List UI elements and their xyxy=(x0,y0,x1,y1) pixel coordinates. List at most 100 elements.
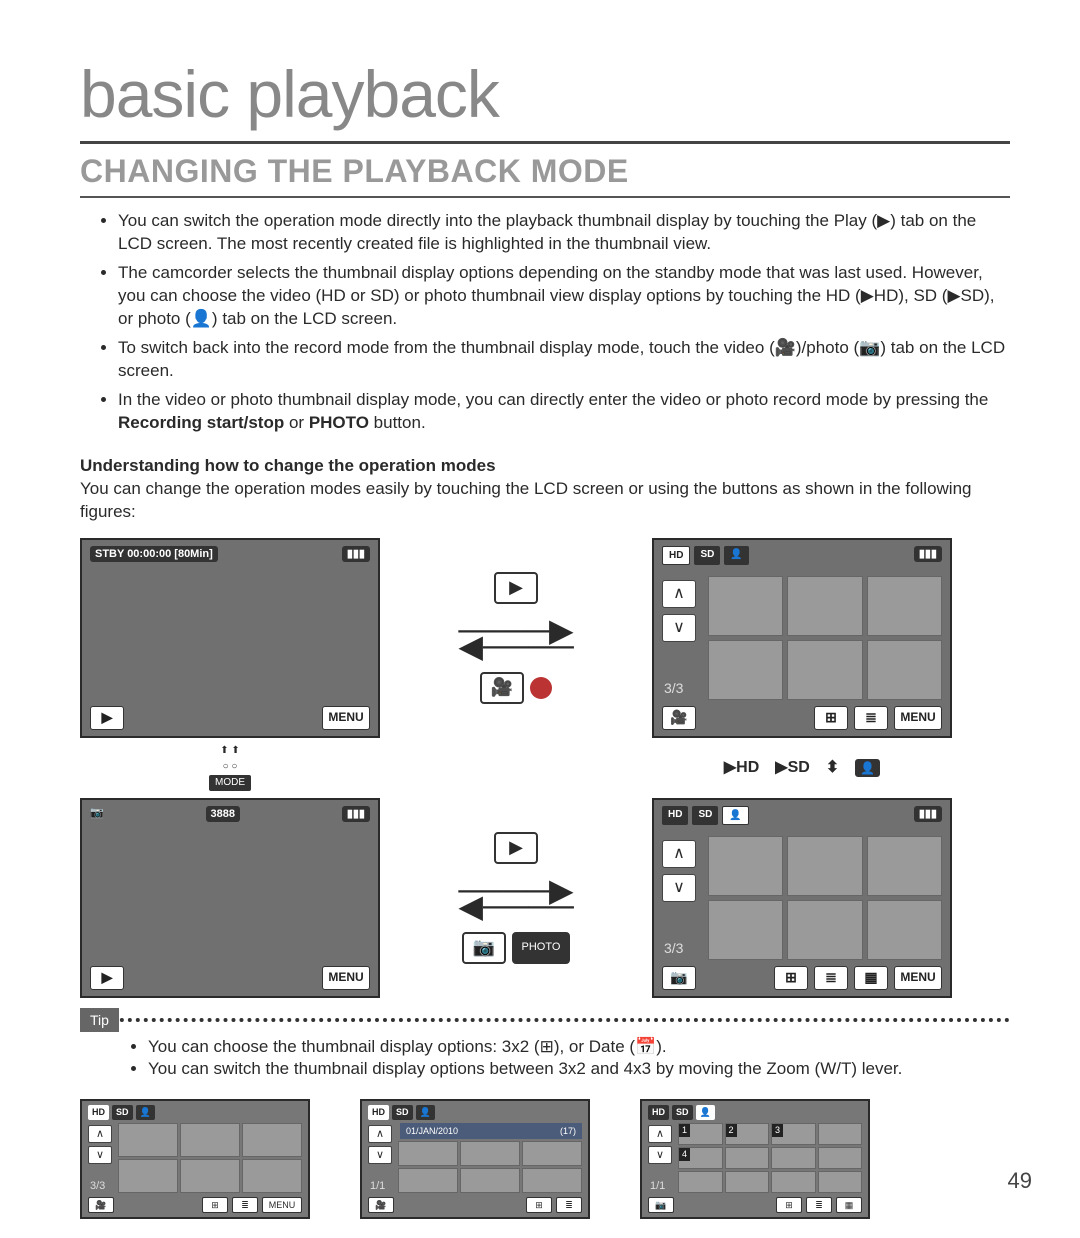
grid-icon[interactable]: ⊞ xyxy=(526,1197,552,1213)
nav-up[interactable]: ∧ xyxy=(662,580,696,608)
video-tab[interactable]: 🎥 xyxy=(88,1197,114,1213)
video-tab-frame[interactable]: 🎥 xyxy=(480,672,524,704)
lcd-photo-thumbnail: HD SD 👤 ▮▮▮ ∧ ∨ 3/3 📷 ⊞ ≣ ▦ MENU xyxy=(652,798,952,998)
tip-section: Tip You can choose the thumbnail display… xyxy=(80,1018,1010,1082)
mini-4x3: HDSD👤 ∧∨ 123 4 1/1 📷⊞≣▦ xyxy=(640,1099,870,1219)
nav-up[interactable]: ∧ xyxy=(662,840,696,868)
understanding-text: You can change the operation modes easil… xyxy=(80,478,1010,524)
tab-hd[interactable]: HD xyxy=(88,1105,109,1119)
date-count: (17) xyxy=(560,1125,576,1137)
video-tab[interactable]: 🎥 xyxy=(662,706,696,730)
battery-icon: ▮▮▮ xyxy=(914,806,942,823)
page-number: 49 xyxy=(1008,1166,1032,1196)
bullet: To switch back into the record mode from… xyxy=(118,337,1010,383)
bullet: You can switch the operation mode direct… xyxy=(118,210,1010,256)
mini-3x2: HDSD👤 ∧ ∨ 3/3 🎥 ⊞≣MENU xyxy=(80,1099,310,1219)
thumb[interactable] xyxy=(708,576,783,636)
photo-label: 👤 xyxy=(855,759,880,777)
tab-photo[interactable]: 👤 xyxy=(416,1105,435,1119)
grid-icon[interactable]: ⊞ xyxy=(776,1197,802,1213)
hd-label: ▶HD xyxy=(724,757,759,779)
bullet: The camcorder selects the thumbnail disp… xyxy=(118,262,1010,331)
play-tab[interactable]: ▶ xyxy=(90,706,124,730)
tip-item: You can choose the thumbnail display opt… xyxy=(148,1036,1010,1059)
tab-hd[interactable]: HD xyxy=(648,1105,669,1119)
tab-photo[interactable]: 👤 xyxy=(696,1105,715,1119)
thumb[interactable] xyxy=(867,640,942,700)
thumb[interactable] xyxy=(787,640,862,700)
video-tab[interactable]: 🎥 xyxy=(368,1197,394,1213)
menu-button[interactable]: MENU xyxy=(322,966,370,990)
osd-status: STBY 00:00:00 [80Min] xyxy=(90,546,218,563)
play-tab-frame[interactable]: ▶ xyxy=(494,572,538,604)
play-tab-frame[interactable]: ▶ xyxy=(494,832,538,864)
slideshow-icon[interactable]: ▦ xyxy=(836,1197,862,1213)
nav-up[interactable]: ∧ xyxy=(88,1125,112,1143)
thumb[interactable] xyxy=(708,640,783,700)
menu-button[interactable]: MENU xyxy=(894,966,942,990)
remaining-count: 3888 xyxy=(206,806,240,823)
tip-label: Tip xyxy=(80,1008,119,1033)
right-mode-tabs: ▶HD ▶SD ⬍ 👤 xyxy=(652,744,952,792)
photo-tab[interactable]: 📷 xyxy=(662,966,696,990)
thumb[interactable] xyxy=(867,836,942,896)
thumb[interactable] xyxy=(867,576,942,636)
transition-arrows-bottom: ▶ ────▶◀──── 📷 PHOTO xyxy=(416,798,616,998)
nav-down[interactable]: ∨ xyxy=(662,614,696,642)
photo-button[interactable]: PHOTO xyxy=(512,932,570,964)
understanding-heading: Understanding how to change the operatio… xyxy=(80,455,1010,478)
nav-down[interactable]: ∨ xyxy=(648,1146,672,1164)
figure-grid: STBY 00:00:00 [80Min] ▮▮▮ ▶ MENU ▶ ────▶… xyxy=(80,538,1010,998)
sd-label: ▶SD xyxy=(775,757,810,779)
lcd-photo-record: 📷 3888 ▮▮▮ ▶ MENU xyxy=(80,798,380,998)
menu-button[interactable]: MENU xyxy=(894,706,942,730)
date-view-icon[interactable]: ≣ xyxy=(854,706,888,730)
tab-sd[interactable]: SD xyxy=(392,1105,413,1119)
grid-icon[interactable]: ⊞ xyxy=(202,1197,228,1213)
photo-tab[interactable]: 📷 xyxy=(648,1197,674,1213)
mode-switch-icon: ⬆ ⬆○ ○MODE xyxy=(80,744,380,792)
date-icon[interactable]: ≣ xyxy=(806,1197,832,1213)
page-counter: 3/3 xyxy=(664,679,683,698)
play-tab[interactable]: ▶ xyxy=(90,966,124,990)
mini-examples: HDSD👤 ∧∨ 3/3 🎥⊞≣MENU HDSD👤 ∧∨ 01/JAN/201… xyxy=(80,1099,1010,1219)
date-view-icon[interactable]: ≣ xyxy=(814,966,848,990)
grid-3x2-icon[interactable]: ⊞ xyxy=(774,966,808,990)
grid-3x2-icon[interactable]: ⊞ xyxy=(814,706,848,730)
record-dot-icon xyxy=(530,677,552,699)
tab-sd[interactable]: SD xyxy=(112,1105,133,1119)
menu-button[interactable]: MENU xyxy=(322,706,370,730)
nav-up[interactable]: ∧ xyxy=(648,1125,672,1143)
camera-icon: 📷 xyxy=(90,806,104,823)
tip-item: You can switch the thumbnail display opt… xyxy=(148,1058,1010,1081)
section-heading: CHANGING THE PLAYBACK MODE xyxy=(80,150,1010,198)
transition-arrows-top: ▶ ────▶◀──── 🎥 xyxy=(416,538,616,738)
battery-icon: ▮▮▮ xyxy=(914,546,942,563)
nav-up[interactable]: ∧ xyxy=(368,1125,392,1143)
tab-hd[interactable]: HD xyxy=(368,1105,389,1119)
photo-tab-frame[interactable]: 📷 xyxy=(462,932,506,964)
thumb[interactable] xyxy=(867,900,942,960)
thumb[interactable] xyxy=(708,900,783,960)
nav-down[interactable]: ∨ xyxy=(88,1146,112,1164)
page-counter: 3/3 xyxy=(90,1179,105,1194)
nav-down[interactable]: ∨ xyxy=(368,1146,392,1164)
slideshow-icon[interactable]: ▦ xyxy=(854,966,888,990)
thumb[interactable] xyxy=(787,576,862,636)
lcd-video-record: STBY 00:00:00 [80Min] ▮▮▮ ▶ MENU xyxy=(80,538,380,738)
date-icon[interactable]: ≣ xyxy=(232,1197,258,1213)
menu-button[interactable]: MENU xyxy=(262,1197,302,1213)
battery-icon: ▮▮▮ xyxy=(342,806,370,823)
mini-date: HDSD👤 ∧∨ 01/JAN/2010(17) 1/1 🎥⊞≣ xyxy=(360,1099,590,1219)
nav-down[interactable]: ∨ xyxy=(662,874,696,902)
page-counter: 1/1 xyxy=(370,1179,385,1194)
tab-sd[interactable]: SD xyxy=(672,1105,693,1119)
thumb[interactable] xyxy=(787,836,862,896)
battery-icon: ▮▮▮ xyxy=(342,546,370,563)
lcd-video-thumbnail: HD SD 👤 ▮▮▮ ∧ ∨ 3/3 🎥 ⊞ ≣ MENU xyxy=(652,538,952,738)
thumb[interactable] xyxy=(708,836,783,896)
page-counter: 1/1 xyxy=(650,1179,665,1194)
thumb[interactable] xyxy=(787,900,862,960)
tab-photo[interactable]: 👤 xyxy=(136,1105,155,1119)
date-icon[interactable]: ≣ xyxy=(556,1197,582,1213)
